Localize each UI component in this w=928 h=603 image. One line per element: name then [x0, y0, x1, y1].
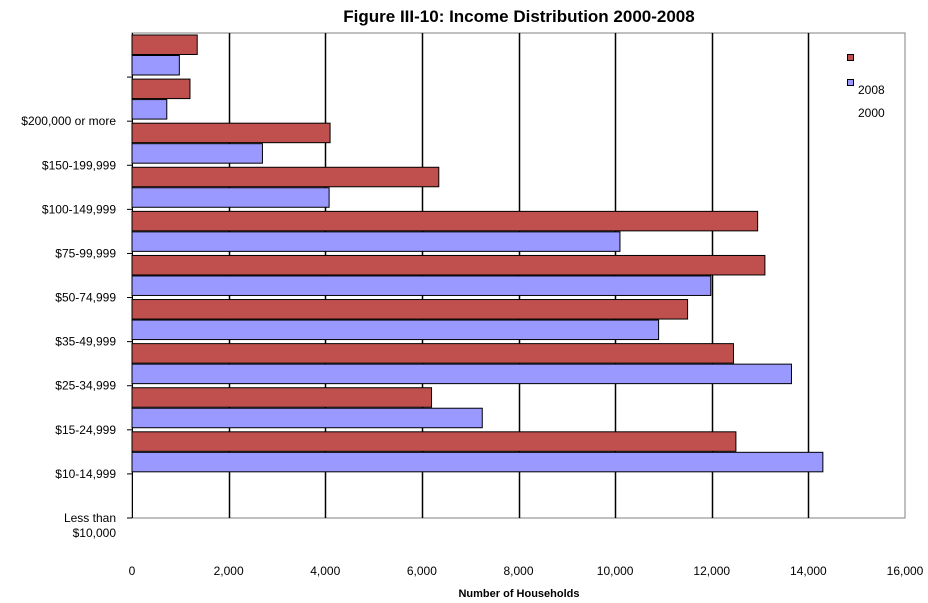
x-axis-title: Number of Households — [458, 588, 579, 600]
y-tick-label: $75-99,999 — [55, 246, 116, 260]
x-tick-label: 14,000 — [790, 564, 827, 578]
x-tick-label: 12,000 — [693, 564, 730, 578]
legend-label-2008: 2008 — [858, 83, 885, 97]
x-tick-label: 6,000 — [407, 564, 437, 578]
bar-2000 — [131, 143, 263, 164]
y-tick-label: $35-49,999 — [55, 335, 116, 349]
x-tick-label: 10,000 — [597, 564, 634, 578]
bar-2008 — [131, 122, 331, 144]
bar-2008 — [131, 431, 737, 452]
bar-2008 — [131, 78, 191, 100]
bar-2008 — [131, 387, 433, 408]
bar-2008 — [131, 254, 766, 276]
y-tick-label-line: $100-149,999 — [42, 202, 116, 216]
x-tick-label: 2,000 — [214, 564, 244, 578]
legend-swatch-2000 — [847, 79, 854, 86]
legend: 2008 2000 — [847, 54, 885, 120]
y-tick-label-line: $35-49,999 — [55, 335, 116, 349]
x-tick-label: 4,000 — [310, 564, 340, 578]
y-tick-label: $200,000 or more — [21, 114, 116, 128]
y-tick-label-line: $10-14,999 — [55, 467, 116, 481]
bar-2000 — [131, 407, 483, 429]
bar-2000 — [131, 99, 168, 120]
y-axis-tick-labels: $200,000 or more $150-199,999 $100-149,999… — [21, 76, 132, 540]
bar-2000 — [131, 451, 824, 473]
y-tick-label: $150-199,999 — [42, 158, 116, 172]
y-tick-label: Less than $10,000 — [64, 511, 116, 540]
bar-2000 — [131, 187, 330, 208]
bar-2000 — [131, 319, 660, 341]
bar-2008 — [131, 343, 734, 364]
y-tick-label: $100-149,999 — [42, 202, 116, 216]
x-tick-label: 16,000 — [887, 564, 924, 578]
legend-label-2000: 2000 — [858, 106, 885, 120]
legend-swatch-2008 — [847, 54, 854, 61]
y-tick-label: $50-74,999 — [55, 291, 116, 305]
bar-2000 — [131, 55, 180, 76]
x-tick-label: 0 — [129, 564, 136, 578]
y-tick-label-line: Less than — [64, 511, 116, 525]
y-tick-label: $10-14,999 — [55, 467, 116, 481]
y-tick-label-line: $15-24,999 — [55, 423, 116, 437]
bar-2000 — [131, 363, 792, 385]
x-tick-label: 8,000 — [503, 564, 533, 578]
chart-title: Figure III-10: Income Distribution 2000-… — [343, 7, 694, 26]
y-tick-label: $25-34,999 — [55, 379, 116, 393]
y-tick-label-line: $25-34,999 — [55, 379, 116, 393]
y-tick-label-line: $10,000 — [73, 526, 117, 540]
bar-2008 — [131, 166, 440, 188]
y-tick-label-line: $50-74,999 — [55, 291, 116, 305]
x-axis-tick-labels: 0 2,000 4,000 6,000 8,000 10,000 12,000 14,000 1… — [129, 564, 924, 578]
y-tick-label: $15-24,999 — [55, 423, 116, 437]
bar-2008 — [131, 299, 689, 320]
y-tick-label-line: $75-99,999 — [55, 246, 116, 260]
y-tick-label-line: $150-199,999 — [42, 158, 116, 172]
bar-2008 — [131, 34, 198, 55]
bar-2000 — [131, 231, 621, 252]
bars — [131, 34, 824, 473]
bar-2008 — [131, 210, 759, 232]
y-tick-label-line: $200,000 or more — [21, 114, 116, 128]
bar-2000 — [131, 275, 712, 296]
